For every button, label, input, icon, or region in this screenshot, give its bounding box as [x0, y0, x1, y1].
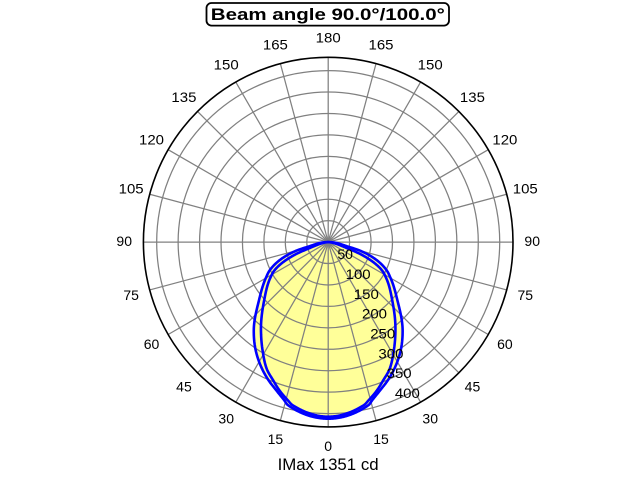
svg-text:Beam angle 90.0°/100.0°: Beam angle 90.0°/100.0°: [211, 5, 445, 24]
svg-text:200: 200: [362, 306, 387, 322]
svg-text:45: 45: [465, 378, 481, 394]
svg-text:135: 135: [460, 89, 485, 105]
svg-text:150: 150: [418, 57, 443, 73]
svg-text:120: 120: [492, 131, 517, 147]
svg-text:165: 165: [263, 36, 288, 52]
svg-text:0: 0: [324, 438, 332, 454]
svg-text:60: 60: [497, 336, 513, 352]
svg-text:165: 165: [369, 36, 394, 52]
svg-text:350: 350: [387, 365, 412, 381]
svg-text:150: 150: [354, 286, 379, 302]
svg-text:60: 60: [144, 336, 160, 352]
svg-text:135: 135: [171, 89, 196, 105]
svg-text:150: 150: [214, 57, 239, 73]
svg-text:180: 180: [316, 29, 341, 45]
svg-text:90: 90: [116, 233, 132, 249]
svg-text:90: 90: [524, 233, 540, 249]
svg-text:30: 30: [422, 411, 438, 427]
svg-text:IMax 1351 cd: IMax 1351 cd: [278, 455, 379, 474]
svg-text:75: 75: [123, 287, 139, 303]
svg-text:100: 100: [346, 266, 371, 282]
svg-text:120: 120: [139, 131, 164, 147]
svg-text:45: 45: [176, 378, 192, 394]
svg-text:75: 75: [517, 287, 533, 303]
svg-text:30: 30: [218, 411, 234, 427]
svg-text:105: 105: [513, 181, 538, 197]
svg-text:300: 300: [378, 345, 403, 361]
svg-text:50: 50: [337, 246, 353, 262]
svg-text:250: 250: [370, 325, 395, 341]
svg-text:400: 400: [395, 385, 420, 401]
svg-text:15: 15: [373, 431, 389, 447]
svg-text:105: 105: [119, 181, 144, 197]
svg-text:15: 15: [268, 431, 284, 447]
